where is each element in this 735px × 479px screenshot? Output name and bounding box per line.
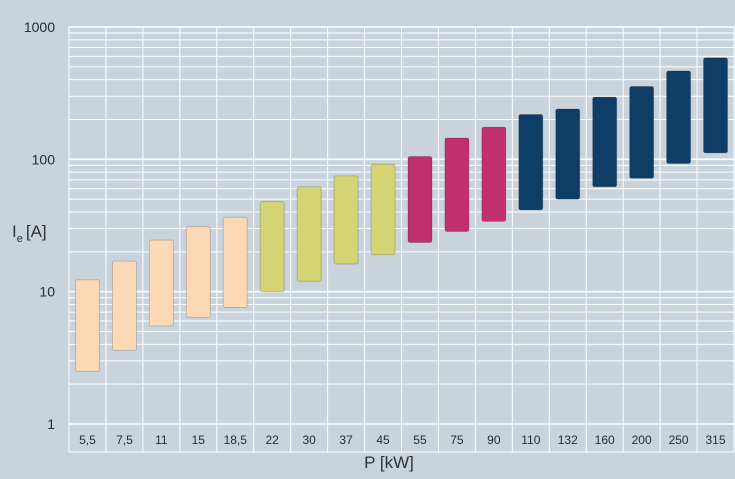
y-axis-unit: [A] xyxy=(26,222,47,241)
grid-lines xyxy=(68,26,735,453)
range-bar-11 xyxy=(148,239,174,327)
range-bar-55 xyxy=(407,156,433,244)
range-bar-132 xyxy=(555,108,581,200)
range-bar-7-5 xyxy=(111,260,137,351)
x-tick-label: 132 xyxy=(558,433,578,447)
range-bar-250 xyxy=(666,70,692,165)
x-tick-label: 22 xyxy=(266,433,280,447)
y-tick-label: 1000 xyxy=(24,19,55,35)
x-tick-label: 250 xyxy=(669,433,689,447)
x-tick-label: 75 xyxy=(450,433,464,447)
x-tick-label: 11 xyxy=(155,433,168,447)
x-tick-label: 200 xyxy=(632,433,652,447)
range-bar-75 xyxy=(444,137,470,232)
x-tick-label: 90 xyxy=(487,433,501,447)
y-axis-title: Ie [A] xyxy=(12,222,47,245)
range-bar-37 xyxy=(333,175,359,265)
y-axis-subscript: e xyxy=(17,233,23,245)
x-tick-labels: 5,5 7,5 11 15 18,5 22 30 37 45 55 75 90 110 132 160 200… xyxy=(79,433,726,447)
range-bar-30 xyxy=(296,186,322,282)
x-tick-label: 18,5 xyxy=(224,433,248,447)
y-tick-label: 10 xyxy=(39,284,55,300)
y-tick-labels: 1 10 100 1000 xyxy=(24,19,55,432)
x-tick-label: 110 xyxy=(521,433,540,447)
x-tick-label: 55 xyxy=(413,433,427,447)
x-tick-label: 5,5 xyxy=(79,433,96,447)
range-bar-160 xyxy=(592,96,618,188)
y-tick-label: 1 xyxy=(47,416,55,432)
y-tick-label: 100 xyxy=(32,151,56,167)
x-tick-label: 15 xyxy=(192,433,206,447)
x-tick-label: 160 xyxy=(595,433,615,447)
y-axis-symbol: I xyxy=(12,222,17,241)
range-bar-110 xyxy=(518,114,544,211)
range-bars xyxy=(74,57,729,372)
range-bar-22 xyxy=(259,201,285,293)
x-axis-title: P [kW] xyxy=(364,453,414,472)
x-tick-label: 45 xyxy=(376,433,390,447)
range-bar-200 xyxy=(629,86,655,179)
range-bar-5-5 xyxy=(74,279,100,372)
range-bar-90 xyxy=(481,126,507,222)
x-tick-label: 37 xyxy=(339,433,353,447)
range-bar-15 xyxy=(185,226,211,318)
x-tick-label: 7,5 xyxy=(116,433,133,447)
range-bar-315 xyxy=(703,57,729,154)
range-bar-18-5 xyxy=(222,216,248,308)
x-tick-label: 315 xyxy=(706,433,726,447)
x-tick-label: 30 xyxy=(302,433,316,447)
range-bar-45 xyxy=(370,163,396,256)
